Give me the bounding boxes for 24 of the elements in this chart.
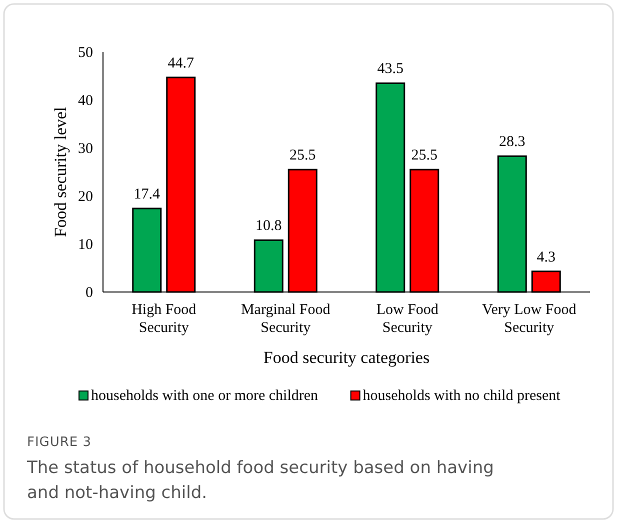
x-tick-label: Low Food Security (376, 302, 439, 336)
x-tick-label: Marginal Food Security (240, 302, 331, 336)
caption: FIGURE 3 (27, 435, 92, 450)
y-tick-label: 40 (78, 93, 93, 109)
data-label: 43.5 (377, 61, 404, 78)
data-label: 44.7 (168, 55, 194, 72)
data-label: 25.5 (290, 148, 316, 164)
data-label: 10.8 (256, 218, 282, 234)
x-tick-label: High Food Security (132, 302, 197, 336)
y-tick-label: 20 (78, 189, 93, 205)
legend-label: households with no child present (362, 388, 562, 404)
y-tick-label: 0 (86, 285, 93, 301)
text: The status of household food security based on having and not-having child. (26, 458, 494, 503)
y-tick-label: 50 (78, 45, 93, 61)
x-tick-label: Very Low Food Security (482, 302, 577, 336)
y-tick-label: 10 (78, 237, 93, 253)
y-tick-label: 30 (78, 141, 93, 157)
legend-label: households with one or more children (91, 388, 319, 404)
y-axis-title: Food security level (51, 106, 70, 238)
data-label: 25.5 (411, 148, 438, 164)
data-label: 4.3 (536, 249, 556, 266)
x-axis-title: Food security categories (263, 348, 430, 367)
data-label: 17.4 (134, 186, 160, 202)
data-label: 28.3 (499, 134, 526, 150)
